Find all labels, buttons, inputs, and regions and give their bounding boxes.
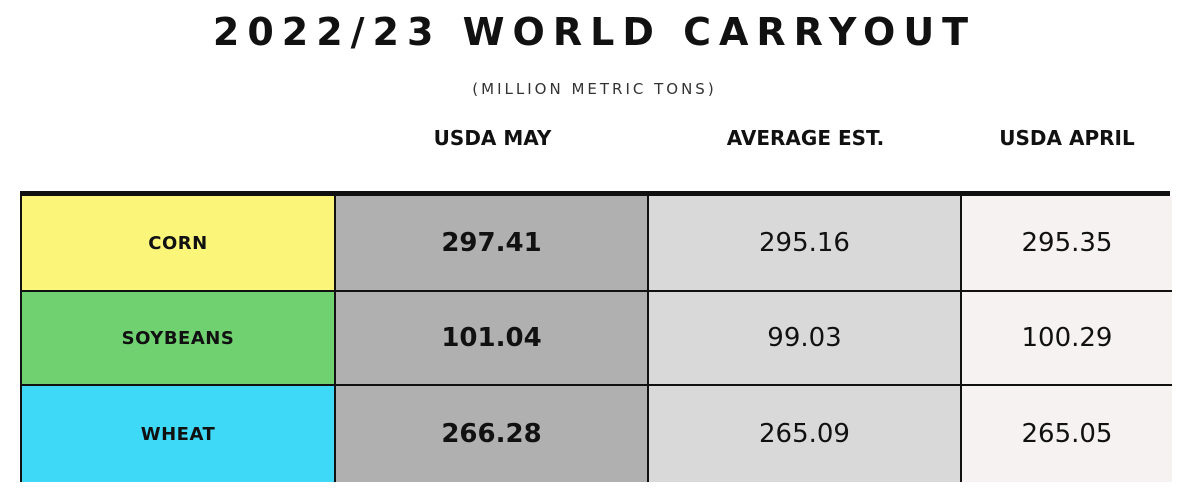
cell-wheat-average-est: 265.09 <box>649 386 962 482</box>
row-label-corn: CORN <box>22 196 336 292</box>
column-header-average-est: AVERAGE EST. <box>726 126 885 150</box>
cell-wheat-usda-may: 266.28 <box>336 386 649 482</box>
cell-soybeans-usda-may: 101.04 <box>336 292 649 386</box>
cell-corn-usda-april: 295.35 <box>962 196 1172 292</box>
column-header-usda-april: USDA APRIL <box>999 126 1135 150</box>
row-label-soybeans: SOYBEANS <box>22 292 336 386</box>
table-top-rule <box>20 191 1170 196</box>
chart-subtitle: (MILLION METRIC TONS) <box>472 80 717 98</box>
cell-corn-average-est: 295.16 <box>649 196 962 292</box>
chart-title: 2022/23 WORLD CARRYOUT <box>212 10 977 54</box>
cell-soybeans-usda-april: 100.29 <box>962 292 1172 386</box>
cell-wheat-usda-april: 265.05 <box>962 386 1172 482</box>
cell-corn-usda-may: 297.41 <box>336 196 649 292</box>
row-label-wheat: WHEAT <box>22 386 336 482</box>
cell-soybeans-average-est: 99.03 <box>649 292 962 386</box>
column-header-usda-may: USDA MAY <box>433 126 552 150</box>
carryout-table: CORN 297.41 295.16 295.35 SOYBEANS 101.0… <box>20 196 1172 482</box>
